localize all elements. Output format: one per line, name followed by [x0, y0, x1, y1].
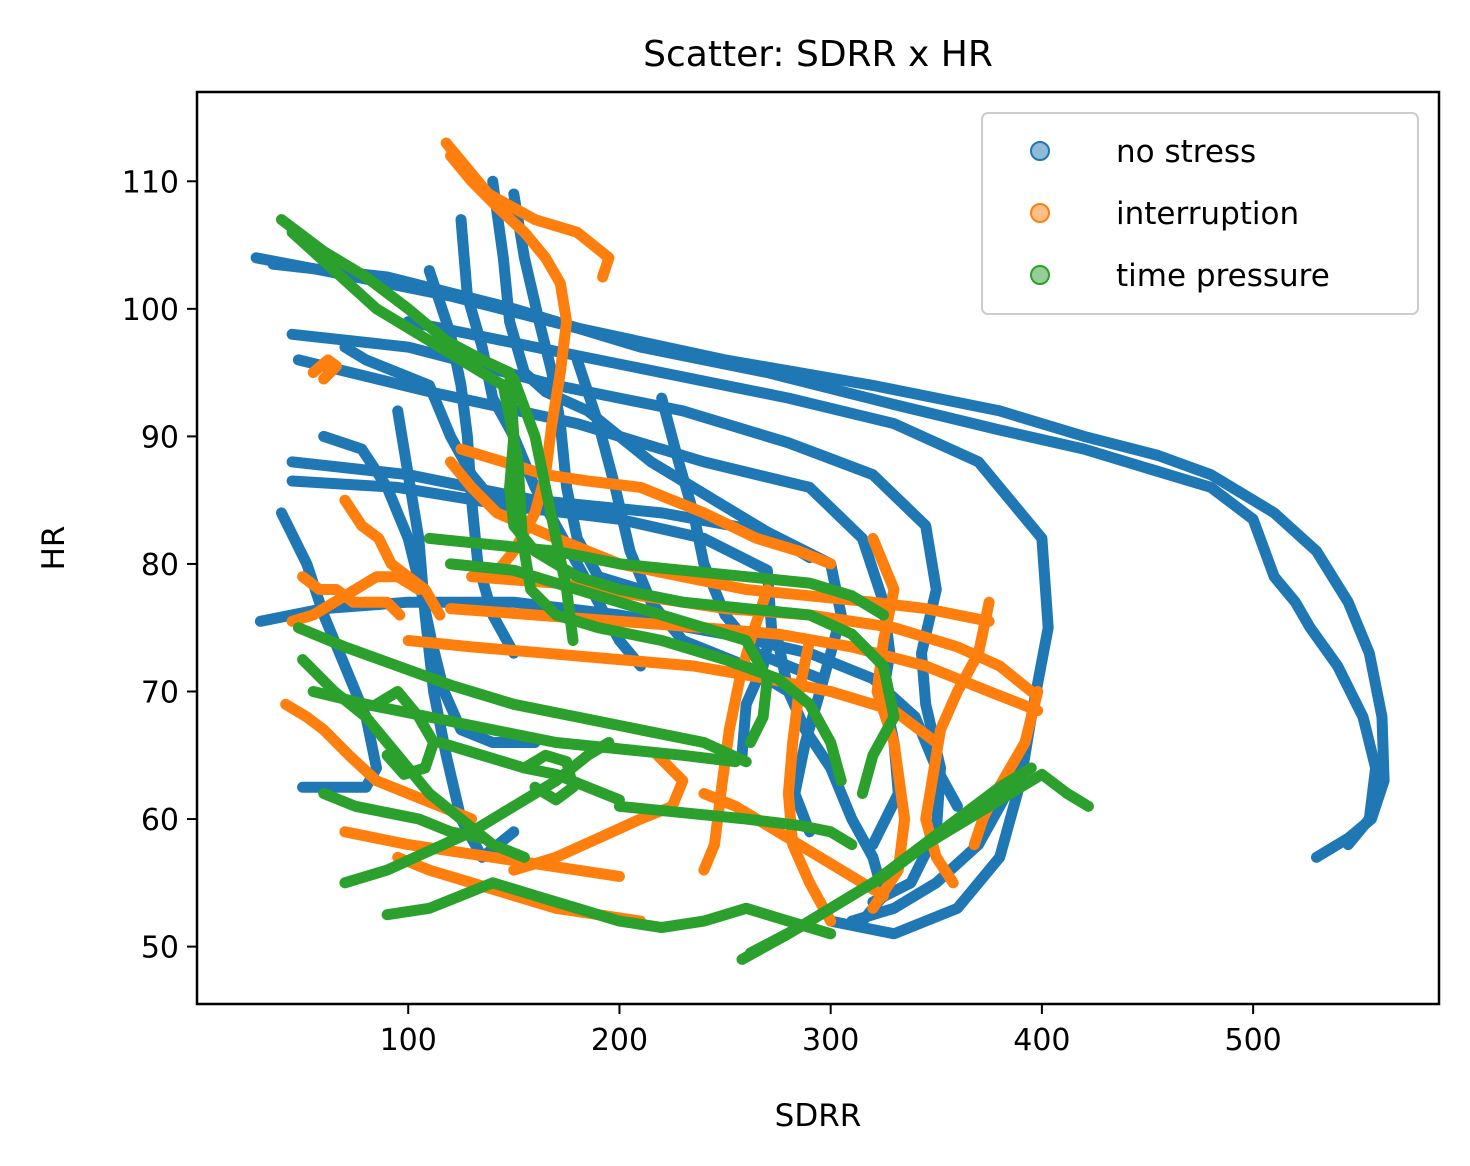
x-tick-label: 100: [380, 1023, 437, 1058]
scatter-trace: [445, 150, 573, 583]
scatter-trace: [487, 175, 816, 564]
scatter-trace: [402, 316, 1054, 940]
x-tick-label: 200: [591, 1023, 648, 1058]
scatter-trace: [744, 768, 1094, 959]
scatter-trace: [402, 635, 942, 748]
scatter-trace: [267, 258, 1382, 851]
y-tick-label: 110: [122, 165, 179, 200]
scatter-trace: [445, 558, 773, 748]
scatter-trace: [318, 788, 488, 844]
legend-marker: [1030, 141, 1050, 161]
legend-box: [981, 112, 1419, 315]
legend-label: interruption: [1116, 196, 1299, 232]
x-tick-label: 500: [1224, 1023, 1281, 1058]
scatter-trace: [292, 622, 752, 768]
scatter-trace: [508, 373, 579, 646]
scatter-trace: [508, 749, 689, 876]
x-tick-label: 400: [1013, 1023, 1070, 1058]
scatter-trace: [434, 737, 625, 806]
legend-label: no stress: [1116, 134, 1256, 170]
axes-frame: [195, 90, 1441, 1006]
legend-label: time pressure: [1116, 258, 1330, 294]
y-tick-label: 60: [141, 803, 179, 838]
scatter-trace: [613, 800, 858, 851]
y-tick-label: 100: [122, 293, 179, 328]
scatter-trace: [286, 328, 946, 908]
y-tick-label: 80: [141, 548, 179, 583]
scatter-trace: [297, 571, 406, 621]
scatter-trace: [339, 341, 499, 506]
y-tick-label: 70: [141, 675, 179, 710]
scatter-trace: [318, 430, 541, 748]
scatter-trace: [371, 686, 440, 780]
chart-title: Scatter: SDRR x HR: [643, 34, 993, 75]
scatter-trace: [339, 737, 615, 889]
series-time-pressure: [276, 214, 1094, 965]
scatter-trace: [307, 354, 342, 385]
scatter-trace: [392, 405, 520, 863]
scatter-trace: [286, 571, 425, 627]
scatter-trace: [920, 596, 995, 889]
x-axis-ticks: 100 200 300 400 500: [380, 1004, 1282, 1058]
x-tick-label: 300: [802, 1023, 859, 1058]
legend-marker: [1030, 265, 1050, 285]
scatter-trace: [381, 877, 837, 940]
y-tick-label: 50: [141, 931, 179, 966]
scatter-trace: [339, 826, 625, 882]
legend: no stress interruption time pressure: [981, 112, 1419, 315]
scatter-trace: [339, 494, 446, 621]
y-axis-label: HR: [36, 526, 72, 571]
x-axis-label: SDRR: [775, 1098, 862, 1134]
legend-marker: [1030, 203, 1050, 223]
scatter-trace: [276, 507, 382, 793]
y-axis-ticks: 50 60 70 80 90 100 110: [122, 165, 197, 966]
scatter-trace: [508, 188, 647, 595]
y-tick-label: 90: [141, 420, 179, 455]
scatter-trace: [286, 475, 777, 761]
scatter-trace: [518, 749, 579, 806]
scatter-trace: [286, 226, 847, 787]
scatter-trace: [423, 532, 889, 621]
plot-area: [250, 137, 1390, 965]
